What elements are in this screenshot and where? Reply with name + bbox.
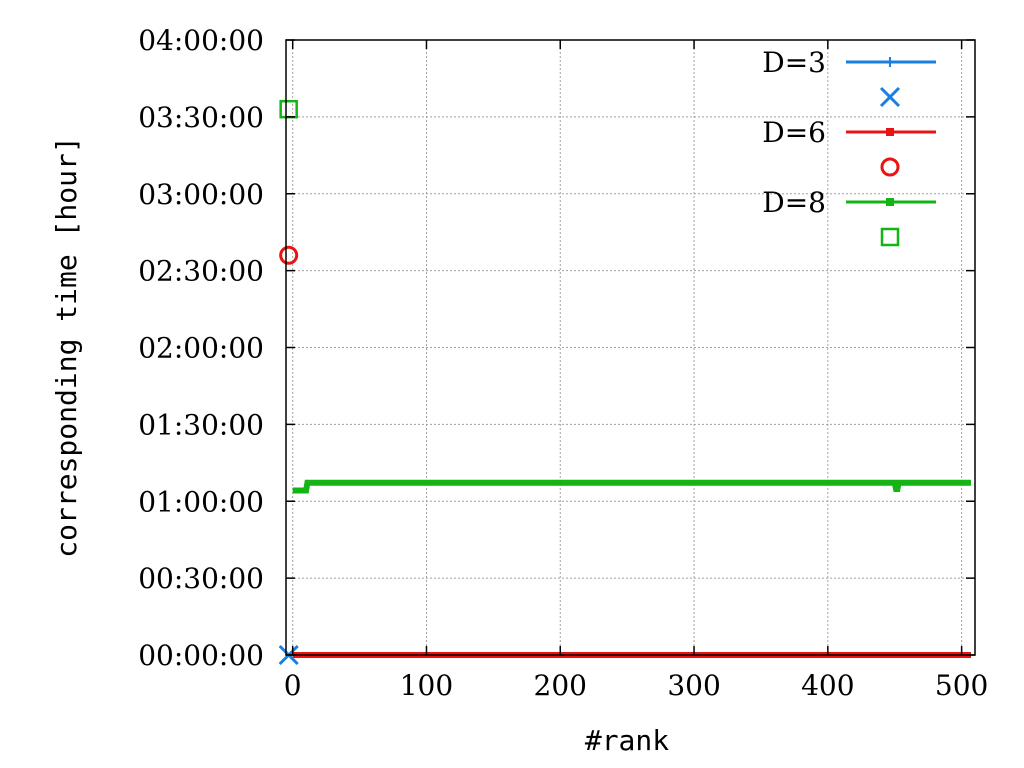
legend-point-swatch	[880, 157, 900, 177]
grid	[286, 40, 975, 655]
x-marker-stroke	[879, 86, 901, 108]
legend-label: D=8	[762, 186, 826, 219]
legend-line-marker	[885, 57, 895, 67]
extra-point-marker	[279, 245, 299, 265]
y-tick-label: 01:00:00	[138, 485, 264, 518]
y-tick-label: 03:30:00	[138, 101, 264, 134]
x-tick-label: 400	[801, 669, 854, 702]
x-tick-label: 200	[534, 669, 587, 702]
y-tick-label: 02:00:00	[138, 332, 264, 365]
tick-layer: 00:00:00 00:30:00 01:00:00 01:30:00 02:00:00…	[138, 24, 988, 702]
x-axis-label: #rank	[585, 724, 669, 757]
y-tick-label: 00:00:00	[138, 639, 264, 672]
y-tick-label: 03:00:00	[138, 178, 264, 211]
y-tick-label: 01:30:00	[138, 408, 264, 441]
x-tick-label: 300	[667, 669, 720, 702]
x-tick-label: 100	[400, 669, 453, 702]
y-tick-label: 04:00:00	[138, 24, 264, 57]
legend-line-marker	[886, 128, 894, 136]
series-line	[292, 479, 971, 494]
data-layer	[278, 99, 971, 666]
legend: D=3 D=6 D=8	[762, 46, 936, 247]
x-tick-label: 500	[935, 669, 988, 702]
y-tick-label: 00:30:00	[138, 562, 264, 595]
x-tick-label: 0	[284, 669, 302, 702]
legend-point-swatch	[880, 227, 900, 247]
legend-label: D=6	[762, 116, 826, 149]
legend-line-marker	[886, 198, 894, 206]
legend-point-swatch	[879, 86, 901, 108]
extra-point-marker	[279, 99, 298, 119]
y-tick-label: 02:30:00	[138, 255, 264, 288]
y-axis-label: corresponding time [hour]	[50, 136, 83, 557]
legend-label: D=3	[762, 46, 826, 79]
